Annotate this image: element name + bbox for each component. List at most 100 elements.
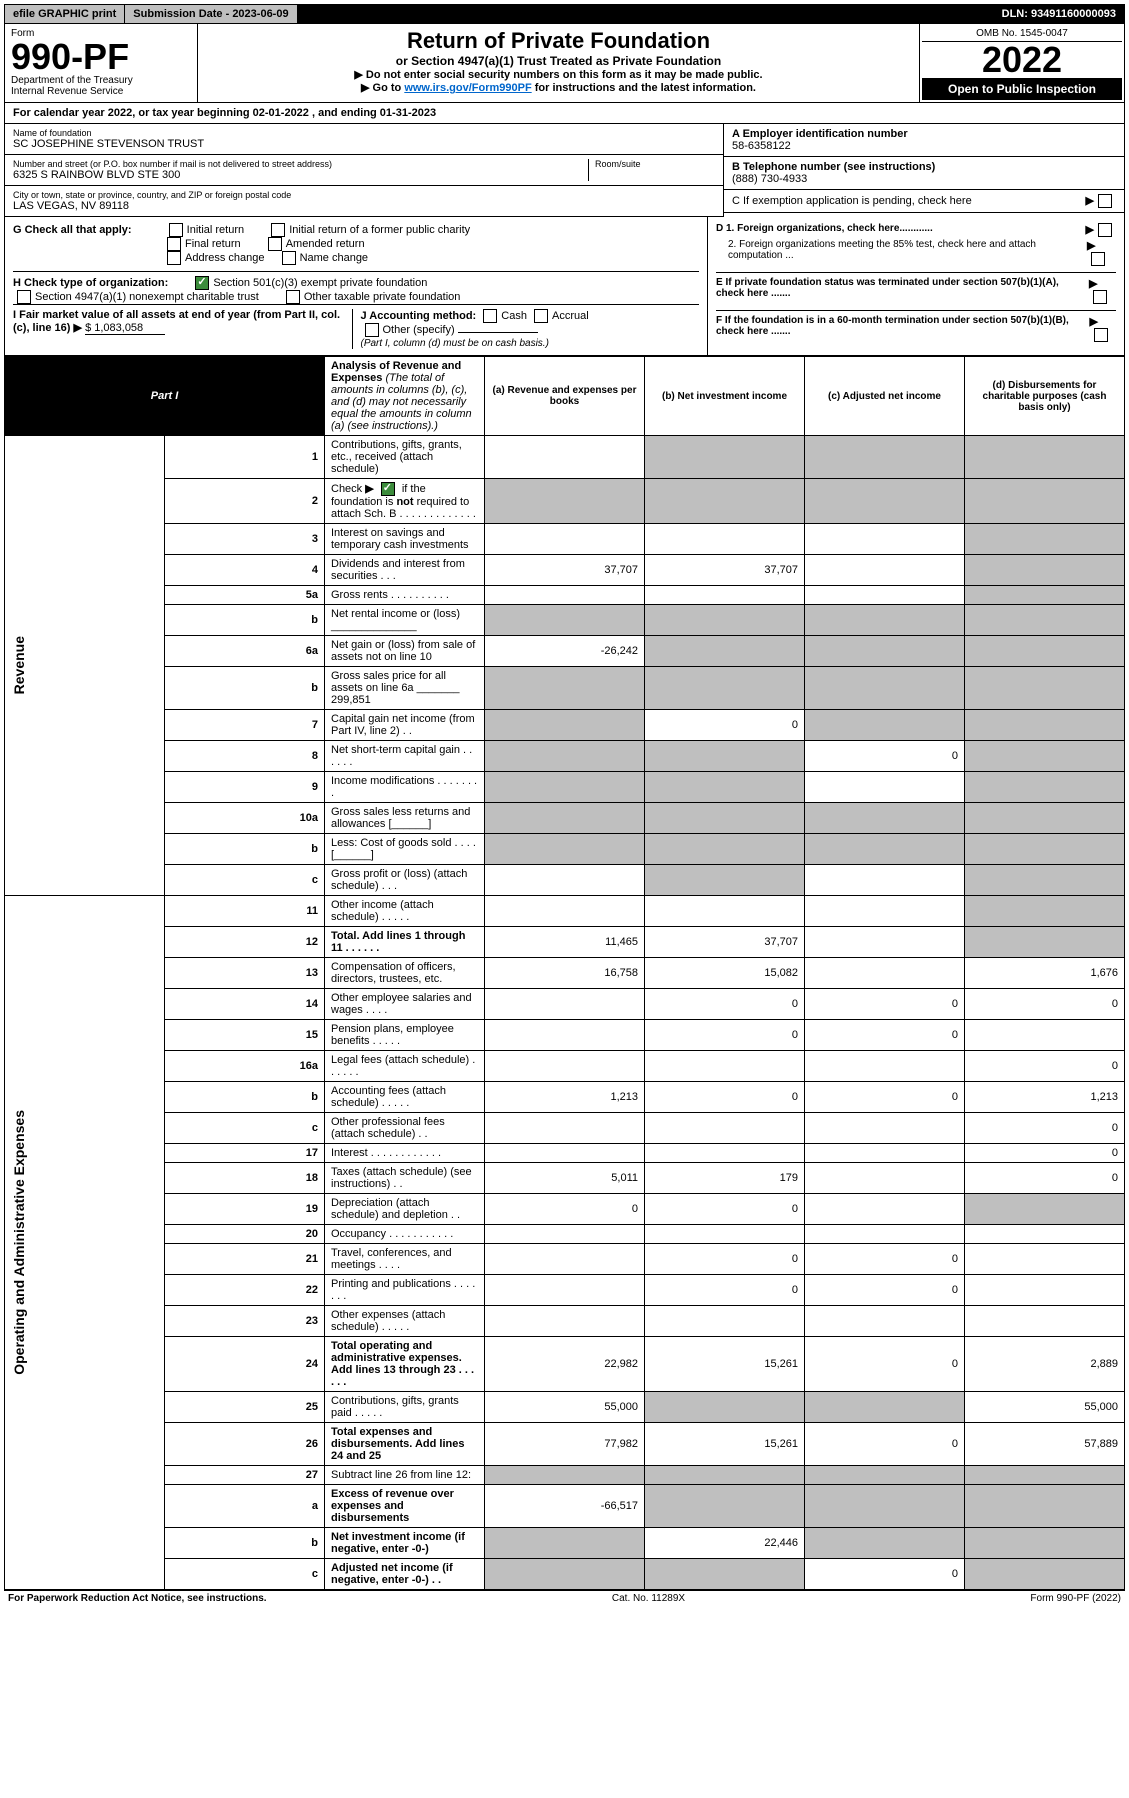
h-501c3-checkbox[interactable] <box>195 276 209 290</box>
line-description: Excess of revenue over expenses and disb… <box>325 1485 485 1528</box>
amount-cell: 0 <box>805 1337 965 1392</box>
table-row: bAccounting fees (attach schedule) . . .… <box>5 1082 1125 1113</box>
line-description: Subtract line 26 from line 12: <box>325 1466 485 1485</box>
amount-cell: 2,889 <box>965 1337 1125 1392</box>
amount-cell: 22,982 <box>485 1337 645 1392</box>
d2-checkbox[interactable] <box>1091 252 1105 266</box>
amount-cell: 0 <box>965 989 1125 1020</box>
amount-cell <box>965 524 1125 555</box>
g-initial-checkbox[interactable] <box>169 223 183 237</box>
table-row: 4Dividends and interest from securities … <box>5 555 1125 586</box>
c-checkbox[interactable] <box>1098 194 1112 208</box>
amount-cell <box>485 1020 645 1051</box>
amount-cell <box>805 803 965 834</box>
amount-cell <box>965 1244 1125 1275</box>
city-label: City or town, state or province, country… <box>13 190 715 200</box>
amount-cell <box>485 1144 645 1163</box>
amount-cell <box>805 1225 965 1244</box>
j-other-checkbox[interactable] <box>365 323 379 337</box>
d2-label: 2. Foreign organizations meeting the 85%… <box>716 239 1087 266</box>
line-description: Other professional fees (attach schedule… <box>325 1113 485 1144</box>
table-row: 17Interest . . . . . . . . . . . .0 <box>5 1144 1125 1163</box>
amount-cell: 0 <box>805 989 965 1020</box>
g-name-checkbox[interactable] <box>282 251 296 265</box>
line-description: Income modifications . . . . . . . . <box>325 772 485 803</box>
amount-cell: 55,000 <box>485 1392 645 1423</box>
table-row: 27Subtract line 26 from line 12: <box>5 1466 1125 1485</box>
amount-cell <box>645 896 805 927</box>
line-number: 13 <box>165 958 325 989</box>
line-number: 22 <box>165 1275 325 1306</box>
g-address-checkbox[interactable] <box>167 251 181 265</box>
amount-cell <box>805 1528 965 1559</box>
irs-link[interactable]: www.irs.gov/Form990PF <box>404 82 531 94</box>
amount-cell: 0 <box>805 1559 965 1590</box>
line-number: 19 <box>165 1194 325 1225</box>
amount-cell <box>965 1306 1125 1337</box>
table-row: 18Taxes (attach schedule) (see instructi… <box>5 1163 1125 1194</box>
part1-title: Analysis of Revenue and Expenses (The to… <box>325 357 485 436</box>
line-number: 12 <box>165 927 325 958</box>
amount-cell <box>965 586 1125 605</box>
table-row: 14Other employee salaries and wages . . … <box>5 989 1125 1020</box>
amount-cell <box>485 667 645 710</box>
g-final-checkbox[interactable] <box>167 237 181 251</box>
line-description: Net short-term capital gain . . . . . . <box>325 741 485 772</box>
amount-cell <box>645 834 805 865</box>
amount-cell <box>805 710 965 741</box>
line-number: 11 <box>165 896 325 927</box>
line-number: 3 <box>165 524 325 555</box>
table-row: 7Capital gain net income (from Part IV, … <box>5 710 1125 741</box>
line-number: 10a <box>165 803 325 834</box>
d1-label: D 1. Foreign organizations, check here..… <box>716 223 933 237</box>
h-4947-checkbox[interactable] <box>17 290 31 304</box>
amount-cell <box>485 1225 645 1244</box>
amount-cell <box>485 524 645 555</box>
table-row: 24Total operating and administrative exp… <box>5 1337 1125 1392</box>
schb-checkbox[interactable] <box>381 482 395 496</box>
table-row: 15Pension plans, employee benefits . . .… <box>5 1020 1125 1051</box>
j-note: (Part I, column (d) must be on cash basi… <box>361 338 549 349</box>
amount-cell <box>805 636 965 667</box>
amount-cell <box>965 1559 1125 1590</box>
col-a-header: (a) Revenue and expenses per books <box>485 357 645 436</box>
line-description: Gross rents . . . . . . . . . . <box>325 586 485 605</box>
h-other-checkbox[interactable] <box>286 290 300 304</box>
g-initial-former-checkbox[interactable] <box>271 223 285 237</box>
amount-cell <box>485 1275 645 1306</box>
f-checkbox[interactable] <box>1094 328 1108 342</box>
efile-label[interactable]: efile GRAPHIC print <box>5 5 124 23</box>
footer-left: For Paperwork Reduction Act Notice, see … <box>8 1593 267 1604</box>
amount-cell <box>805 1306 965 1337</box>
line-number: b <box>165 1528 325 1559</box>
ein-label: A Employer identification number <box>732 128 1116 140</box>
line-number: 26 <box>165 1423 325 1466</box>
g-amended-checkbox[interactable] <box>268 237 282 251</box>
line-number: c <box>165 865 325 896</box>
table-row: Revenue1Contributions, gifts, grants, et… <box>5 436 1125 479</box>
amount-cell <box>805 667 965 710</box>
amount-cell <box>965 741 1125 772</box>
line-description: Legal fees (attach schedule) . . . . . . <box>325 1051 485 1082</box>
amount-cell <box>645 803 805 834</box>
line-number: a <box>165 1485 325 1528</box>
j-cash-checkbox[interactable] <box>483 309 497 323</box>
amount-cell <box>805 1194 965 1225</box>
amount-cell <box>485 1306 645 1337</box>
e-checkbox[interactable] <box>1093 290 1107 304</box>
d1-checkbox[interactable] <box>1098 223 1112 237</box>
part1-tag: Part I <box>5 357 325 436</box>
line-description: Net rental income or (loss) ____________… <box>325 605 485 636</box>
table-row: bLess: Cost of goods sold . . . . [_____… <box>5 834 1125 865</box>
line-number: b <box>165 834 325 865</box>
amount-cell <box>485 834 645 865</box>
h-label: H Check type of organization: <box>13 277 168 289</box>
table-row: 16aLegal fees (attach schedule) . . . . … <box>5 1051 1125 1082</box>
line-description: Capital gain net income (from Part IV, l… <box>325 710 485 741</box>
top-bar: efile GRAPHIC print Submission Date - 20… <box>4 4 1125 24</box>
line-number: b <box>165 1082 325 1113</box>
j-accrual-checkbox[interactable] <box>534 309 548 323</box>
amount-cell <box>805 896 965 927</box>
line-description: Less: Cost of goods sold . . . . [______… <box>325 834 485 865</box>
amount-cell: 57,889 <box>965 1423 1125 1466</box>
